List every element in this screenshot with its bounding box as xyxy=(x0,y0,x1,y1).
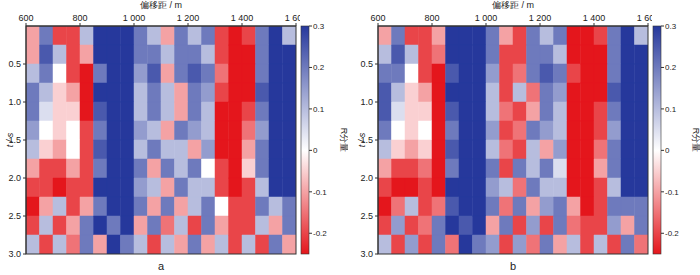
svg-text:2.0: 2.0 xyxy=(8,173,21,183)
svg-text:600: 600 xyxy=(370,13,385,23)
svg-text:800: 800 xyxy=(424,13,439,23)
svg-text:3.0: 3.0 xyxy=(360,249,373,258)
svg-text:0.1: 0.1 xyxy=(313,105,325,114)
svg-text:0.5: 0.5 xyxy=(8,59,21,69)
svg-text:0.3: 0.3 xyxy=(665,22,677,31)
svg-text:2.0: 2.0 xyxy=(360,173,373,183)
svg-text:-0.1: -0.1 xyxy=(313,188,327,197)
svg-text:1 000: 1 000 xyxy=(475,13,498,23)
svg-text:0: 0 xyxy=(665,146,670,155)
svg-text:1 200: 1 200 xyxy=(177,13,200,23)
svg-text:0.3: 0.3 xyxy=(313,22,325,31)
svg-text:-0.1: -0.1 xyxy=(665,188,679,197)
svg-text:R分量: R分量 xyxy=(691,128,700,153)
svg-text:b: b xyxy=(510,260,516,272)
svg-text:R分量: R分量 xyxy=(339,128,348,153)
svg-text:3.0: 3.0 xyxy=(8,249,21,258)
svg-text:2.5: 2.5 xyxy=(8,211,21,221)
svg-text:1 600: 1 600 xyxy=(637,13,652,23)
svg-text:1.5: 1.5 xyxy=(8,135,21,145)
svg-text:0.5: 0.5 xyxy=(360,59,373,69)
svg-text:0.1: 0.1 xyxy=(665,105,677,114)
svg-text:0.2: 0.2 xyxy=(665,63,677,72)
svg-text:2.5: 2.5 xyxy=(360,211,373,221)
svg-text:1.0: 1.0 xyxy=(8,97,21,107)
svg-text:a: a xyxy=(158,260,165,272)
svg-text:1.5: 1.5 xyxy=(360,135,373,145)
svg-text:0: 0 xyxy=(313,146,318,155)
svg-text:1 200: 1 200 xyxy=(529,13,552,23)
svg-text:800: 800 xyxy=(72,13,87,23)
svg-text:-0.2: -0.2 xyxy=(313,229,327,238)
svg-text:1 400: 1 400 xyxy=(583,13,606,23)
svg-text:1.0: 1.0 xyxy=(360,97,373,107)
svg-text:1 400: 1 400 xyxy=(231,13,254,23)
svg-text:0.2: 0.2 xyxy=(313,63,325,72)
svg-text:1 600: 1 600 xyxy=(285,13,300,23)
svg-text:-0.2: -0.2 xyxy=(665,229,679,238)
svg-text:1 000: 1 000 xyxy=(123,13,146,23)
svg-text:600: 600 xyxy=(18,13,33,23)
